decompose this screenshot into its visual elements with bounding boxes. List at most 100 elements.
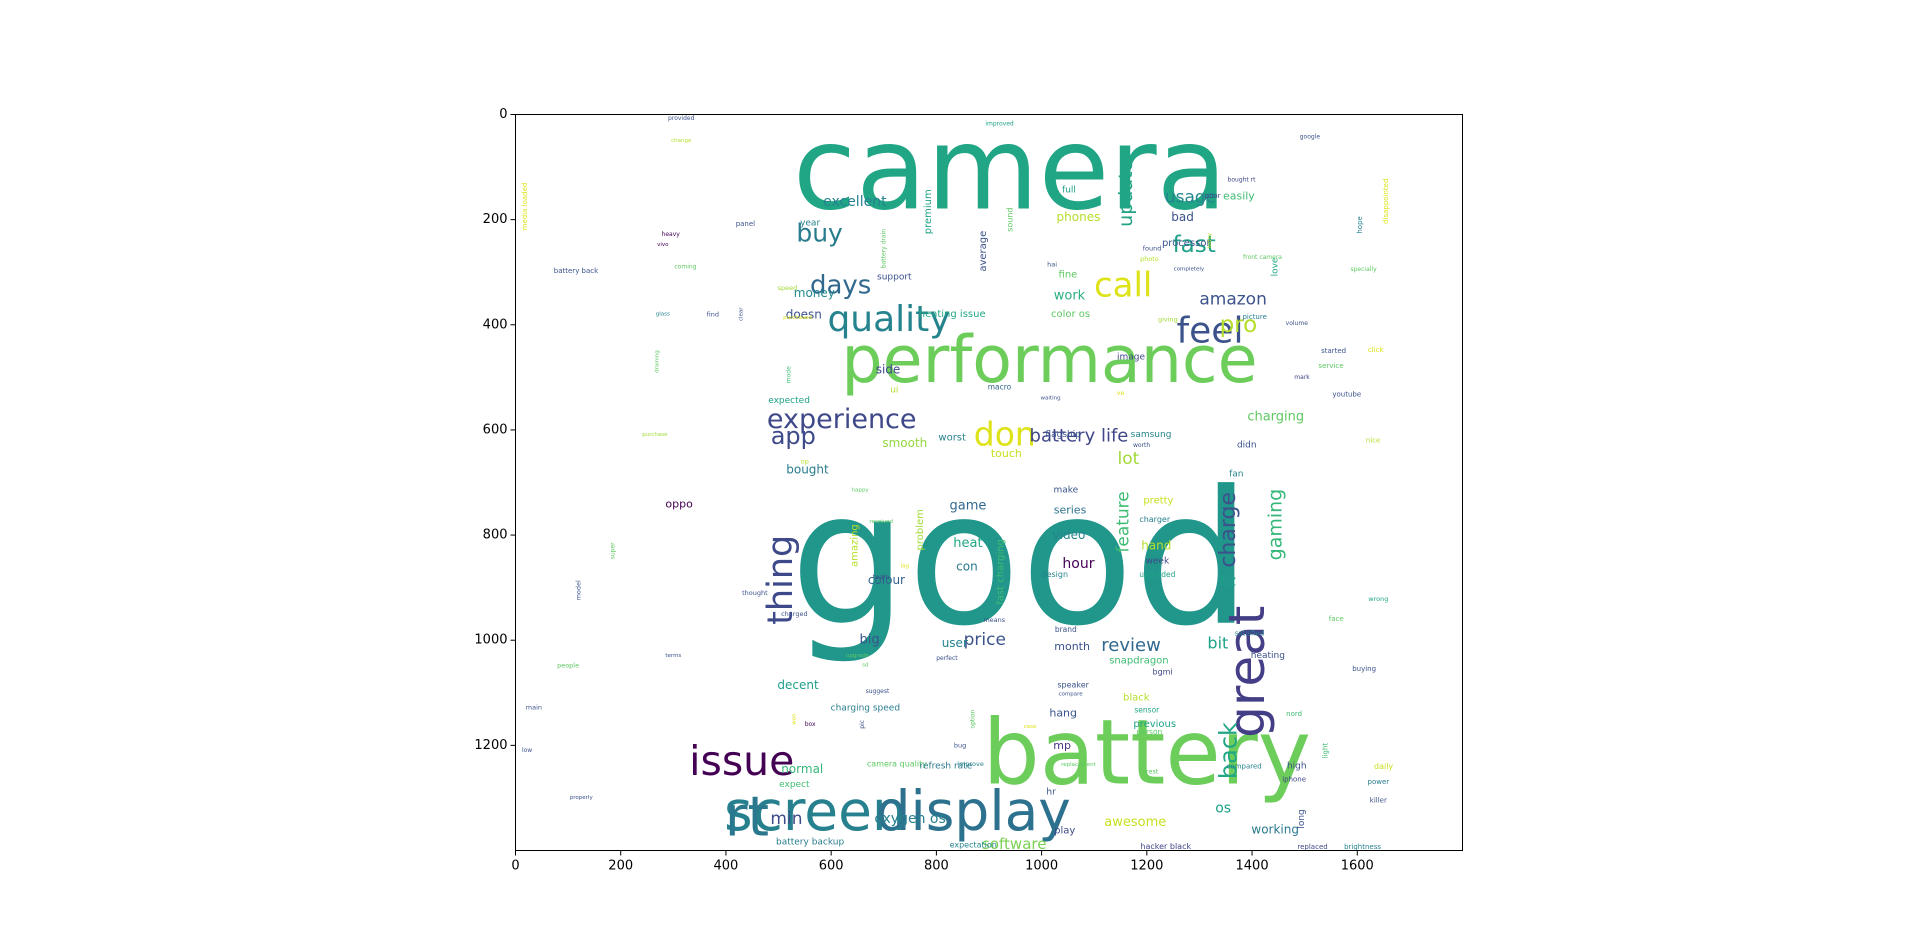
word-ui: ui (890, 386, 898, 396)
word-quality: quality (827, 299, 950, 340)
word-os: os (1215, 800, 1231, 816)
word-wrong: wrong (1368, 595, 1388, 603)
word-properly: properly (570, 795, 594, 801)
word-battery-life: battery life (1030, 426, 1129, 447)
word-fine: fine (1059, 269, 1078, 280)
word-lag: lag (901, 564, 909, 570)
word-purchased: purchased (783, 315, 812, 321)
word-fan: fan (1229, 470, 1243, 480)
word-worst: worst (938, 432, 966, 443)
word-box: box (805, 721, 816, 728)
word-big: big (860, 633, 880, 648)
y-tick-label: 200 (483, 212, 508, 227)
word-side: side (876, 362, 901, 376)
word-volume: volume (1286, 320, 1309, 327)
word-software: software (982, 835, 1046, 853)
word-happy: happy (852, 487, 870, 493)
word-charged: charged (781, 610, 808, 618)
word-light: light (1322, 743, 1330, 759)
word-improved: improved (985, 120, 1014, 127)
word-charging-speed: charging speed (831, 704, 900, 714)
word-change: change (671, 138, 692, 144)
word-person: person (1137, 728, 1163, 737)
word-thing: thing (761, 535, 801, 625)
word-worth: worth (1133, 442, 1150, 449)
word-daily: daily (1374, 762, 1393, 771)
word-bad: bad (1171, 210, 1194, 224)
word-hacker-black: hacker black (1140, 842, 1191, 851)
word-panel: panel (736, 220, 755, 228)
word-battery-back: battery back (554, 267, 599, 275)
word-hang: hang (1049, 706, 1077, 719)
y-tick-label: 400 (483, 317, 508, 332)
word-disappointed: disappointed (1382, 179, 1390, 224)
word-good: good (790, 451, 1251, 667)
x-tick-label: 1600 (1341, 859, 1374, 874)
word-main: main (526, 704, 542, 712)
word-group: camera good performance battery screendispla… (521, 115, 1393, 853)
word-samsung: samsung (1131, 430, 1172, 440)
word-premium: premium (923, 189, 934, 234)
word-option: option (970, 709, 977, 728)
word-started: started (1321, 347, 1346, 355)
word-easily: easily (1223, 189, 1255, 202)
word-draining: draining (655, 350, 661, 373)
word-expected: expected (768, 396, 810, 406)
word-support: support (877, 272, 912, 282)
word-full: full (1062, 186, 1076, 196)
word-performance: performance (841, 323, 1257, 398)
x-tick-label: 200 (608, 859, 633, 874)
word-provided: provided (668, 115, 695, 122)
y-tick-label: 0 (499, 107, 507, 122)
y-tick-label: 1200 (474, 738, 507, 753)
word-found: found (1143, 245, 1162, 253)
word-year: year (800, 218, 820, 228)
word-youtube: youtube (1332, 391, 1361, 399)
word-hand: hand (1141, 539, 1171, 553)
word-nice: nice (1366, 436, 1381, 444)
word-doesn: doesn (786, 307, 822, 321)
word-hr: hr (1046, 788, 1056, 798)
word-macro: macro (988, 382, 1012, 391)
word-processor: processor (1162, 238, 1212, 249)
word-model: model (575, 580, 583, 600)
word-series: series (1054, 503, 1087, 516)
word-won: won (791, 713, 797, 725)
word-great: great (1218, 606, 1276, 738)
word-snapdragon: snapdragon (1109, 656, 1168, 667)
word-compared: compared (1227, 762, 1262, 770)
word-love: love (1271, 257, 1281, 276)
word-expectation: expectation (950, 841, 997, 850)
word-fast: fast (1173, 232, 1216, 258)
word-buy: buy (796, 218, 843, 247)
word-face: face (1329, 615, 1344, 623)
word-user: user (942, 636, 968, 650)
x-tick-label: 600 (819, 859, 844, 874)
word-smooth: smooth (882, 436, 927, 450)
word-issue: issue (689, 737, 794, 785)
word-ve: ve (1117, 389, 1125, 397)
word-bug: bug (954, 741, 966, 749)
word-service: service (1318, 362, 1343, 370)
word-means: means (983, 616, 1005, 624)
word-phones: phones (1057, 210, 1101, 224)
x-tick-label: 1400 (1236, 859, 1269, 874)
word-fast-charging: fast charging (996, 539, 1007, 605)
word-people: people (557, 661, 579, 669)
x-tick-label: 0 (511, 859, 519, 874)
word-super: super (609, 542, 616, 559)
word-upgrade: upgrade (846, 653, 870, 659)
word-hz: hz (1220, 573, 1236, 589)
word-heating-issue: heating issue (919, 309, 986, 320)
word-video: video (1053, 528, 1086, 542)
word-high: high (1287, 761, 1307, 771)
word-media-loaded: media loaded (521, 183, 529, 231)
word-waiting: waiting (1041, 395, 1061, 401)
word-hope: hope (1356, 216, 1364, 233)
word-team: team (873, 573, 890, 581)
word-replacement: replacement (1061, 762, 1097, 768)
word-satisfied: satisfied (1235, 629, 1264, 637)
word-purchase: purchase (642, 432, 668, 438)
word-find: find (707, 310, 719, 318)
word-previous: previous (1133, 719, 1176, 730)
